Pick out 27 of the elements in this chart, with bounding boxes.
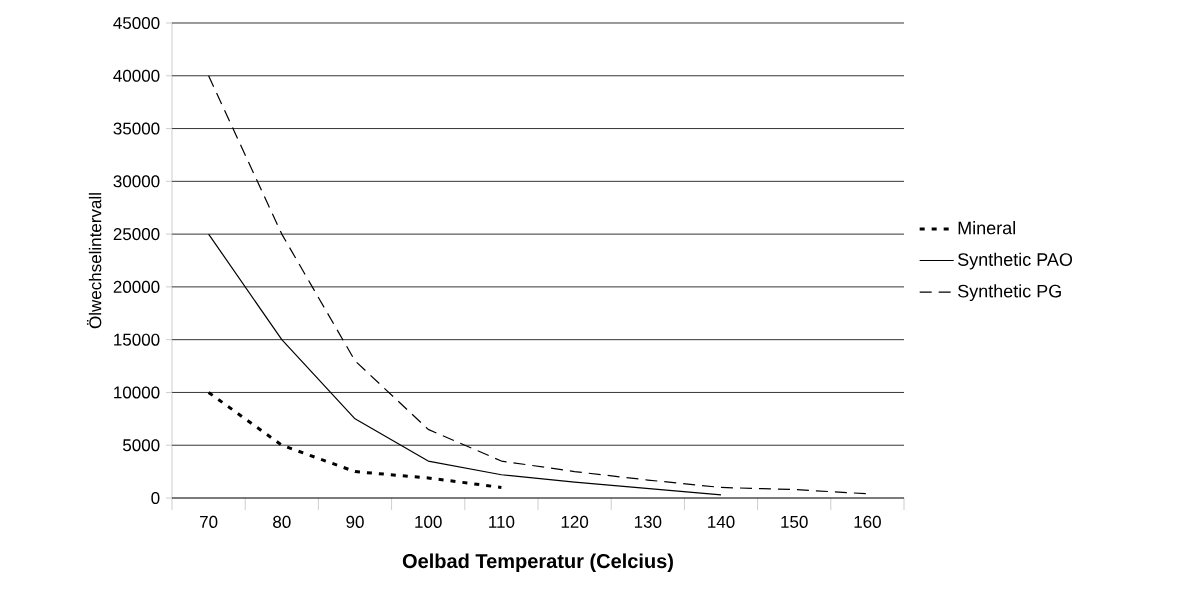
y-tick-label: 30000 (113, 175, 160, 188)
y-tick-label: 0 (151, 491, 160, 505)
y-axis-title: Ölwechselintervall (86, 193, 102, 329)
y-tick-label: 15000 (114, 333, 160, 346)
x-axis-title: Oelbad Temperatur (Celcius) (402, 553, 673, 573)
x-tick-label: 100 (415, 515, 442, 528)
y-tick-label: 40000 (113, 69, 160, 82)
x-tick-label: 90 (346, 515, 364, 528)
x-tick-label: 150 (781, 515, 808, 528)
y-tick-label: 45000 (113, 16, 160, 30)
line-series (208, 75, 869, 495)
x-tick-label: 120 (561, 515, 589, 528)
x-tick-label: 110 (489, 515, 515, 528)
y-tick-label: 25000 (113, 228, 160, 241)
y-tick-label: 35000 (113, 122, 160, 135)
x-tick-label: 80 (273, 515, 291, 528)
y-tick-label: 10000 (114, 386, 160, 399)
x-tick-label: 140 (708, 515, 735, 528)
legend-label: Mineral (958, 221, 1015, 235)
x-tick-label: 160 (854, 515, 881, 528)
legend-label: Synthetic PG (958, 284, 1061, 302)
legend-label: Synthetic PAO (958, 252, 1073, 270)
x-tick-label: 130 (634, 515, 662, 528)
y-tick-label: 20000 (113, 280, 160, 293)
x-tick-label: 70 (200, 515, 218, 528)
y-tick-label: 5000 (123, 439, 160, 452)
line-series (207, 390, 503, 489)
